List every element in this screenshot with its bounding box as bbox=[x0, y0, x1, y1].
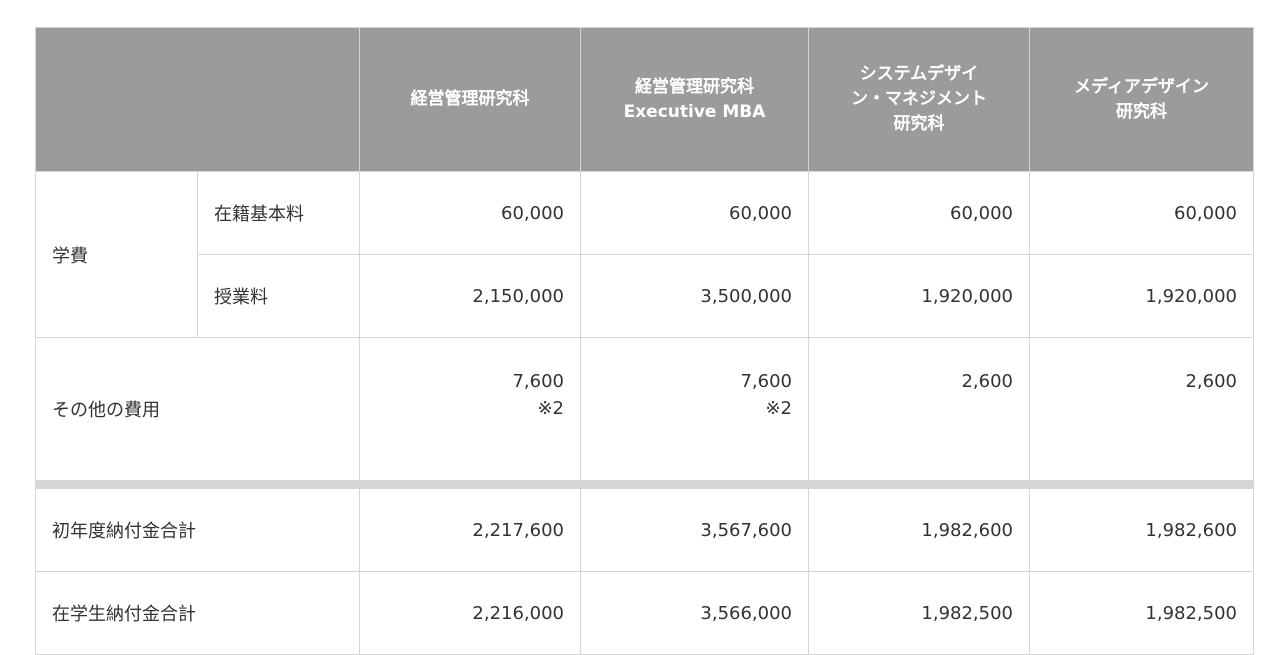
table-row-first-year-total: 初年度納付金合計 2,217,600 3,567,600 1,982,600 1… bbox=[35, 480, 1254, 572]
table-row-other: その他の費用 7,600 ※2 7,600 ※2 2,600 2,600 bbox=[35, 337, 1254, 485]
row-label: 在学生納付金合計 bbox=[35, 571, 360, 655]
table-cell: 3,500,000 bbox=[580, 254, 809, 338]
header-line: ン・マネジメント bbox=[851, 89, 987, 109]
row-label: 授業料 bbox=[197, 254, 360, 338]
header-col-business: 経営管理研究科 bbox=[359, 27, 581, 172]
table-cell: 7,600 ※2 bbox=[359, 337, 581, 485]
footnote-mark: ※2 bbox=[765, 398, 792, 419]
row-label: 初年度納付金合計 bbox=[35, 480, 360, 572]
table-row-enrollment: 学費 在籍基本料 60,000 60,000 60,000 60,000 bbox=[35, 171, 1254, 338]
table-cell: 2,216,000 bbox=[359, 571, 581, 655]
table-cell: 60,000 bbox=[1029, 171, 1254, 255]
table-cell: 1,920,000 bbox=[1029, 254, 1254, 338]
table-cell: 2,150,000 bbox=[359, 254, 581, 338]
header-col-sdm: システムデザイ ン・マネジメント 研究科 bbox=[808, 27, 1030, 172]
header-line: メディアデザイン bbox=[1074, 76, 1209, 97]
table-row-current-total: 在学生納付金合計 2,216,000 3,566,000 1,982,500 1… bbox=[35, 571, 1254, 655]
header-line: 経営管理研究科 bbox=[635, 76, 754, 97]
table-cell: 1,982,500 bbox=[1029, 571, 1254, 655]
header-line: システムデザイ bbox=[859, 64, 979, 84]
header-line: 研究科 bbox=[893, 114, 945, 134]
table-cell: 7,600 ※2 bbox=[580, 337, 809, 485]
row-label: 在籍基本料 bbox=[197, 171, 360, 255]
table-cell: 3,567,600 bbox=[580, 480, 809, 572]
row-label: その他の費用 bbox=[35, 337, 360, 485]
table-cell: 2,600 bbox=[1029, 337, 1254, 485]
table-cell: 1,920,000 bbox=[808, 254, 1030, 338]
header-col-kmd: メディアデザイン 研究科 bbox=[1029, 27, 1254, 172]
fee-table: 経営管理研究科 経営管理研究科 Executive MBA システムデザイ ン・… bbox=[35, 27, 1254, 655]
table-cell: 60,000 bbox=[580, 171, 809, 255]
table-cell: 60,000 bbox=[359, 171, 581, 255]
footnote-mark: ※2 bbox=[537, 398, 564, 419]
table-cell: 2,600 bbox=[808, 337, 1030, 485]
header-line: 研究科 bbox=[1116, 101, 1167, 122]
table-cell: 3,566,000 bbox=[580, 571, 809, 655]
table-cell: 1,982,600 bbox=[808, 480, 1030, 572]
table-cell: 1,982,600 bbox=[1029, 480, 1254, 572]
cell-value: 2,600 bbox=[1185, 371, 1237, 392]
tuition-group-label: 学費 bbox=[35, 171, 198, 338]
cell-value: 7,600 bbox=[512, 371, 564, 392]
header-row: 経営管理研究科 経営管理研究科 Executive MBA システムデザイ ン・… bbox=[35, 27, 1254, 172]
header-line: 経営管理研究科 bbox=[410, 89, 530, 109]
header-col-emba: 経営管理研究科 Executive MBA bbox=[580, 27, 809, 172]
header-corner-cell bbox=[35, 27, 360, 172]
table-cell: 60,000 bbox=[808, 171, 1030, 255]
cell-value: 7,600 bbox=[740, 371, 792, 392]
table-row-lecture: 授業料 2,150,000 3,500,000 1,920,000 1,920,… bbox=[36, 254, 1254, 338]
cell-value: 2,600 bbox=[961, 371, 1013, 392]
fee-table-container: 経営管理研究科 経営管理研究科 Executive MBA システムデザイ ン・… bbox=[35, 27, 1254, 655]
header-line: Executive MBA bbox=[623, 101, 766, 122]
table-cell: 1,982,500 bbox=[808, 571, 1030, 655]
table-cell: 2,217,600 bbox=[359, 480, 581, 572]
